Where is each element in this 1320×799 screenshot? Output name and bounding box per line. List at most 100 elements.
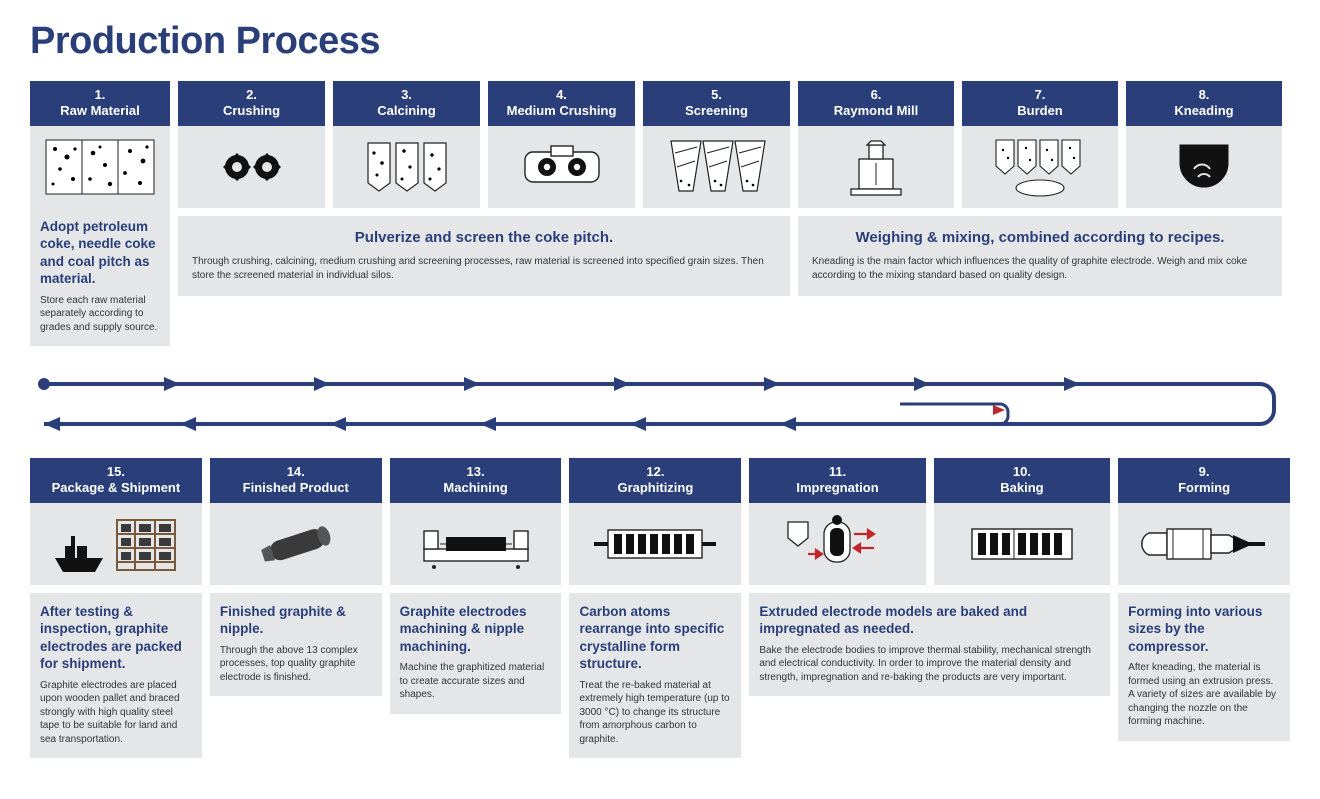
raymond-mill-icon	[798, 126, 954, 208]
step-label: Medium Crushing	[492, 103, 631, 119]
impregnation-icon	[749, 503, 925, 585]
desc-body: Through crushing, calcining, medium crus…	[192, 255, 776, 282]
step-num: 3.	[337, 87, 476, 103]
step-num: 5.	[647, 87, 786, 103]
step-label: Screening	[647, 103, 786, 119]
step-label: Finished Product	[214, 480, 378, 496]
step-num: 15.	[34, 464, 198, 480]
step-num: 9.	[1122, 464, 1286, 480]
step-4: 4.Medium Crushing	[488, 81, 635, 208]
step-12-desc: Carbon atoms rearrange into specific cry…	[569, 593, 741, 759]
step-11: 11.Impregnation	[749, 458, 925, 585]
step-14-col: 14.Finished Product Finished graphite & …	[210, 458, 382, 696]
top-row: 1. Raw Material Adopt petroleum coke, ne…	[30, 81, 1290, 346]
step-13-desc: Graphite electrodes machining & nipple m…	[390, 593, 562, 714]
step-15-desc: After testing & inspection, graphite ele…	[30, 593, 202, 759]
desc-body: Through the above 13 complex processes, …	[220, 644, 372, 685]
step-num: 10.	[938, 464, 1106, 480]
step-1-col: 1. Raw Material Adopt petroleum coke, ne…	[30, 81, 170, 346]
desc-head: Weighing & mixing, combined according to…	[812, 228, 1268, 248]
desc-body: Bake the electrode bodies to improve the…	[759, 644, 1100, 685]
step-label: Calcining	[337, 103, 476, 119]
step-num: 13.	[394, 464, 558, 480]
step-label: Burden	[966, 103, 1114, 119]
desc-body: Kneading is the main factor which influe…	[812, 255, 1268, 282]
step-num: 1.	[34, 87, 166, 103]
step-num: 7.	[966, 87, 1114, 103]
baking-icon	[934, 503, 1110, 585]
step-1-header: 1. Raw Material	[30, 81, 170, 126]
desc-head: Carbon atoms rearrange into specific cry…	[579, 603, 731, 673]
step-10: 10.Baking	[934, 458, 1110, 585]
group-2to5: 2.Crushing 3.Calcining 4.Medium Crushing	[178, 81, 790, 346]
step-num: 8.	[1130, 87, 1278, 103]
step-num: 11.	[753, 464, 921, 480]
step-num: 2.	[182, 87, 321, 103]
step-1: 1. Raw Material	[30, 81, 170, 208]
desc-head: Pulverize and screen the coke pitch.	[192, 228, 776, 248]
desc-body: After kneading, the material is formed u…	[1128, 661, 1280, 729]
step-label: Crushing	[182, 103, 321, 119]
group-6to8-desc: Weighing & mixing, combined according to…	[798, 216, 1282, 297]
step-13: 13.Machining	[390, 458, 562, 585]
crushing-icon	[178, 126, 325, 208]
step-num: 6.	[802, 87, 950, 103]
group-11-10-desc: Extruded electrode models are baked and …	[749, 593, 1110, 697]
step-14: 14.Finished Product	[210, 458, 382, 585]
calcining-icon	[333, 126, 480, 208]
raw-material-icon	[30, 126, 170, 208]
step-num: 12.	[573, 464, 737, 480]
graphitizing-icon	[569, 503, 741, 585]
step-12: 12.Graphitizing	[569, 458, 741, 585]
step-num: 4.	[492, 87, 631, 103]
step-9: 9.Forming	[1118, 458, 1290, 585]
desc-body: Machine the graphitized material to crea…	[400, 661, 552, 702]
desc-body: Treat the re-baked material at extremely…	[579, 679, 731, 747]
step-6: 6.Raymond Mill	[798, 81, 954, 208]
step-label: Machining	[394, 480, 558, 496]
step-label: Impregnation	[753, 480, 921, 496]
step-1-desc: Adopt petroleum coke, needle coke and co…	[30, 208, 170, 347]
bottom-row: 15.Package & Shipment After testing & in…	[30, 458, 1290, 758]
desc-head: Adopt petroleum coke, needle coke and co…	[40, 218, 160, 288]
desc-head: Finished graphite & nipple.	[220, 603, 372, 638]
forming-icon	[1118, 503, 1290, 585]
step-5: 5.Screening	[643, 81, 790, 208]
step-7: 7.Burden	[962, 81, 1118, 208]
step-14-desc: Finished graphite & nipple. Through the …	[210, 593, 382, 697]
group-2to5-desc: Pulverize and screen the coke pitch. Thr…	[178, 216, 790, 297]
step-label: Baking	[938, 480, 1106, 496]
desc-head: Graphite electrodes machining & nipple m…	[400, 603, 552, 656]
group-6to8: 6.Raymond Mill 7.Burden 8.Kneading	[798, 81, 1282, 346]
step-label: Kneading	[1130, 103, 1278, 119]
desc-head: After testing & inspection, graphite ele…	[40, 603, 192, 673]
kneading-icon	[1126, 126, 1282, 208]
step-num: 14.	[214, 464, 378, 480]
step-8: 8.Kneading	[1126, 81, 1282, 208]
step-13-col: 13.Machining Graphite electrodes machini…	[390, 458, 562, 714]
desc-body: Store each raw material separately accor…	[40, 294, 160, 335]
screening-icon	[643, 126, 790, 208]
step-9-desc: Forming into various sizes by the compre…	[1118, 593, 1290, 741]
step-label: Graphitizing	[573, 480, 737, 496]
finished-product-icon	[210, 503, 382, 585]
step-label: Package & Shipment	[34, 480, 198, 496]
step-15-col: 15.Package & Shipment After testing & in…	[30, 458, 202, 758]
burden-icon	[962, 126, 1118, 208]
flow-arrows	[30, 364, 1290, 444]
machining-icon	[390, 503, 562, 585]
step-2: 2.Crushing	[178, 81, 325, 208]
desc-head: Forming into various sizes by the compre…	[1128, 603, 1280, 656]
step-label: Raymond Mill	[802, 103, 950, 119]
desc-head: Extruded electrode models are baked and …	[759, 603, 1100, 638]
step-label: Forming	[1122, 480, 1286, 496]
page-title: Production Process	[30, 20, 1290, 63]
medium-crushing-icon	[488, 126, 635, 208]
group-11-10: 11.Impregnation 10.Baking Extruded elect…	[749, 458, 1110, 696]
package-shipment-icon	[30, 503, 202, 585]
step-12-col: 12.Graphitizing Carbon atoms rearrange i…	[569, 458, 741, 758]
step-9-col: 9.Forming Forming into various sizes by …	[1118, 458, 1290, 741]
desc-body: Graphite electrodes are placed upon wood…	[40, 679, 192, 747]
step-15: 15.Package & Shipment	[30, 458, 202, 585]
step-3: 3.Calcining	[333, 81, 480, 208]
